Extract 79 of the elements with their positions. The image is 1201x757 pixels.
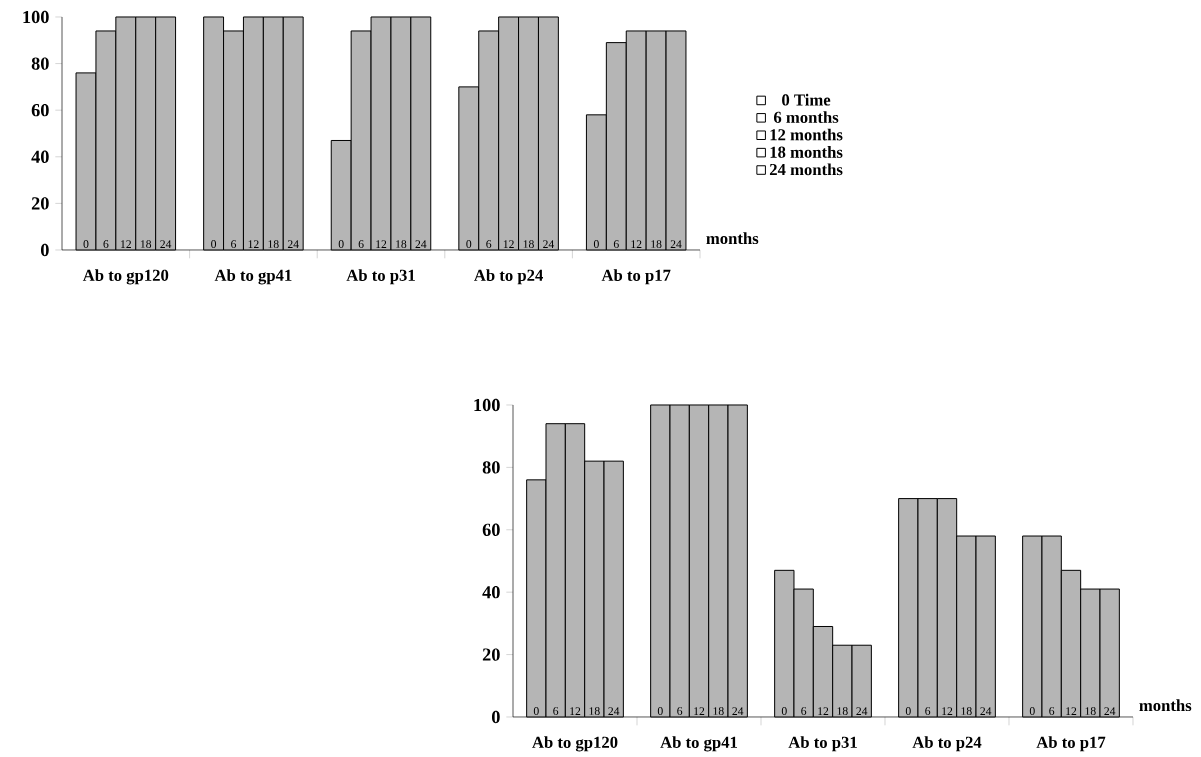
- annotation: 18: [961, 707, 972, 715]
- annotation: 18: [1085, 707, 1096, 715]
- annotation: 6: [103, 240, 109, 248]
- annotation: 18: [396, 240, 407, 248]
- annotation: 24: [980, 707, 992, 715]
- annotation: 24: [287, 240, 299, 248]
- y-tick-label: 0: [491, 710, 500, 724]
- annotation: 12: [376, 240, 387, 248]
- annotation: 6: [486, 240, 492, 248]
- annotation: 0: [781, 707, 787, 715]
- annotation: 12: [1066, 707, 1077, 715]
- annotation: 18: [837, 707, 848, 715]
- annotation: 18: [268, 240, 279, 248]
- x-tick-label: Ab to p17: [1036, 736, 1106, 752]
- annotation: 0: [593, 240, 599, 248]
- annotation: 24: [608, 707, 620, 715]
- annotation: 24: [1104, 707, 1116, 715]
- x-tick-label: Ab to gp41: [660, 736, 738, 752]
- x-tick-label: Ab to gp120: [532, 736, 618, 752]
- annotation: 6: [231, 240, 237, 248]
- y-tick-label: 100: [23, 10, 49, 24]
- annotation: 24: [415, 240, 427, 248]
- annotation: 12: [248, 240, 259, 248]
- x-tick-label: Ab to p24: [474, 269, 543, 285]
- annotation: 24: [856, 707, 868, 715]
- x-tick-label: Ab to p31: [788, 736, 857, 752]
- annotation: 0: [657, 707, 663, 715]
- y-tick-label: 20: [31, 197, 49, 210]
- legend-label: 24 months: [769, 163, 843, 176]
- y-tick-label: 60: [482, 523, 500, 536]
- annotation: 12: [818, 707, 829, 715]
- x-axis-title: months: [706, 232, 759, 245]
- x-tick-label: Ab to gp41: [214, 269, 292, 285]
- y-tick-label: 40: [482, 586, 500, 599]
- legend-label: 0 Time: [782, 93, 831, 106]
- annotation: 12: [631, 240, 642, 248]
- annotation: 12: [120, 240, 131, 248]
- y-tick-label: 80: [31, 57, 49, 70]
- annotation: 18: [523, 240, 534, 248]
- annotation: 12: [570, 707, 581, 715]
- annotation: 0: [338, 240, 344, 248]
- annotation: 18: [140, 240, 152, 248]
- annotation: 18: [589, 707, 600, 715]
- annotation: 0: [1029, 707, 1035, 715]
- y-tick-label: 100: [474, 398, 500, 412]
- y-tick-label: 80: [482, 461, 500, 474]
- annotation: 0: [466, 240, 472, 248]
- annotation: 6: [925, 707, 931, 715]
- legend-label: 18 months: [770, 146, 843, 158]
- legend-label: 12 months: [770, 128, 843, 141]
- x-axis-title: months: [1139, 699, 1192, 712]
- y-tick-label: 40: [31, 150, 49, 163]
- annotation: 24: [543, 240, 555, 248]
- annotation: 12: [694, 707, 705, 715]
- annotation: 6: [677, 707, 683, 715]
- annotation: 18: [713, 707, 724, 715]
- annotation: 24: [160, 240, 172, 248]
- legend-label: 6 months: [773, 111, 839, 123]
- x-tick-label: Ab to p17: [601, 269, 671, 285]
- y-tick-label: 0: [40, 243, 49, 257]
- y-tick-label: 20: [482, 648, 500, 661]
- annotation: 18: [651, 240, 662, 248]
- annotation: 24: [670, 240, 682, 248]
- x-tick-label: Ab to p24: [912, 736, 982, 752]
- annotation: 12: [503, 240, 514, 248]
- annotation: 6: [553, 707, 559, 715]
- annotation: 0: [211, 240, 217, 248]
- x-tick-label: Ab to gp120: [82, 269, 169, 285]
- annotation: 24: [732, 707, 744, 715]
- annotation: 0: [533, 707, 539, 715]
- x-tick-label: Ab to p31: [346, 269, 415, 285]
- annotation: 0: [905, 707, 911, 715]
- annotation: 6: [358, 240, 364, 248]
- annotation: 0: [83, 240, 89, 248]
- annotation: 6: [801, 707, 807, 715]
- annotation: 6: [613, 240, 619, 248]
- annotation: 12: [942, 707, 953, 715]
- annotation: 6: [1049, 707, 1055, 715]
- y-tick-label: 60: [31, 104, 49, 117]
